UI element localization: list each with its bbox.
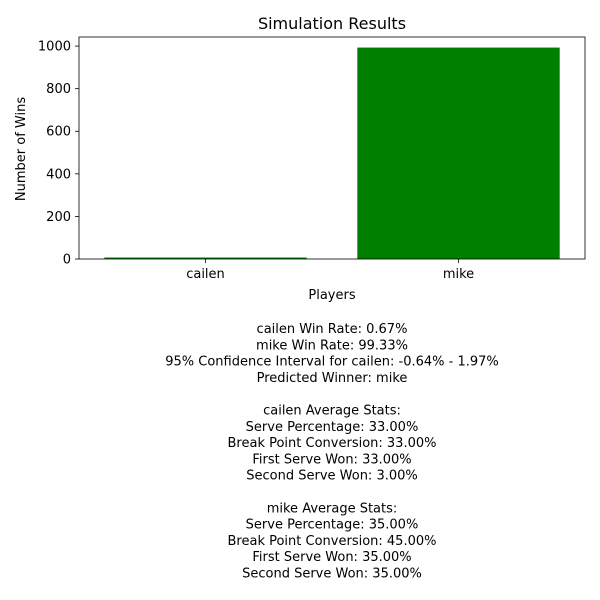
y-tick-label-800: 800	[46, 82, 71, 97]
y-axis-label: Number of Wins	[14, 97, 29, 201]
y-tick-label-400: 400	[46, 167, 71, 182]
stats-line: mike Average Stats:	[267, 501, 398, 516]
y-tick-label-0: 0	[63, 253, 71, 268]
stats-line: Serve Percentage: 33.00%	[246, 420, 419, 435]
stats-line: mike Win Rate: 99.33%	[256, 338, 408, 353]
chart-title: Simulation Results	[258, 14, 406, 33]
stats-line: Second Serve Won: 3.00%	[246, 469, 418, 484]
stats-line: Second Serve Won: 35.00%	[242, 567, 422, 582]
stats-line: First Serve Won: 33.00%	[252, 452, 411, 467]
x-tick-label-mike: mike	[443, 267, 474, 282]
stats-line: 95% Confidence Interval for cailen: -0.6…	[165, 355, 499, 370]
bar-mike	[357, 47, 560, 259]
stats-line: cailen Win Rate: 0.67%	[257, 322, 408, 337]
axes: cailen mike 0 200 400 600 800 1000	[38, 36, 586, 282]
stats-line: First Serve Won: 35.00%	[252, 550, 411, 565]
stats-line: Serve Percentage: 35.00%	[246, 518, 419, 533]
simulation-stats-text: cailen Win Rate: 0.67%mike Win Rate: 99.…	[165, 322, 499, 582]
y-tick-label-200: 200	[46, 210, 71, 225]
x-axis-label: Players	[308, 288, 355, 303]
stats-line: Break Point Conversion: 45.00%	[228, 534, 437, 549]
x-tick-label-cailen: cailen	[186, 267, 225, 282]
y-tick-label-600: 600	[46, 125, 71, 140]
stats-line: cailen Average Stats:	[263, 404, 401, 419]
plot-frame	[78, 36, 586, 260]
plot-area	[104, 47, 560, 259]
y-tick-label-1000: 1000	[38, 40, 71, 55]
stats-line: Break Point Conversion: 33.00%	[228, 436, 437, 451]
bar-cailen	[104, 257, 307, 259]
stats-line: Predicted Winner: mike	[257, 371, 408, 386]
